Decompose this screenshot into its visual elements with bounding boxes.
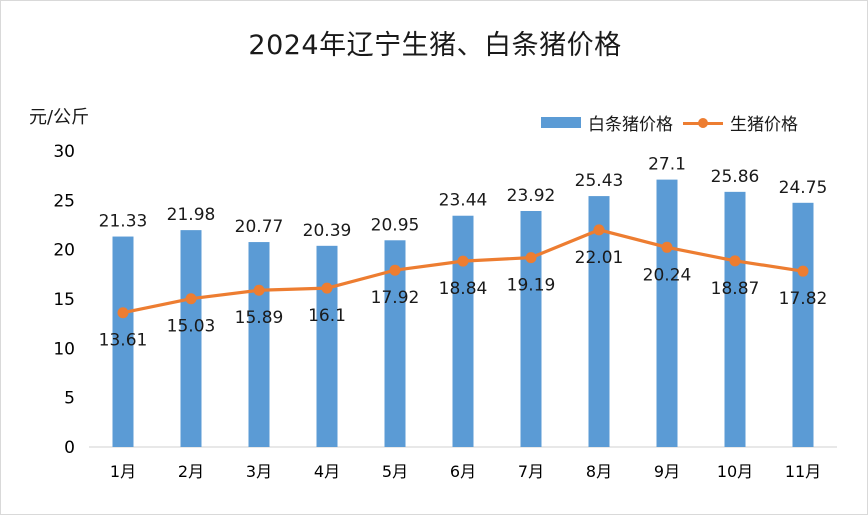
bar-value-label: 25.43 <box>575 171 624 191</box>
chart-title: 2024年辽宁生猪、白条猪价格 <box>248 30 622 61</box>
x-tick-label: 9月 <box>654 462 680 481</box>
line-point <box>389 264 401 276</box>
line-value-label: 18.84 <box>439 279 488 299</box>
line-value-label: 20.24 <box>643 265 692 285</box>
bar <box>520 210 542 447</box>
x-tick-label: 11月 <box>785 462 821 481</box>
line-point <box>797 265 809 277</box>
bar-value-label: 23.44 <box>439 191 488 211</box>
x-tick-label: 2月 <box>178 462 204 481</box>
bar <box>792 202 814 447</box>
line-value-label: 17.82 <box>779 289 828 309</box>
bar-value-label: 21.98 <box>167 205 216 225</box>
line-value-label: 13.61 <box>99 331 148 351</box>
legend-item-bar: 白条猪价格 <box>541 110 673 135</box>
line-point <box>661 241 673 253</box>
bar <box>316 245 338 447</box>
line-point <box>253 284 265 296</box>
bar-value-label: 25.86 <box>711 167 760 187</box>
y-tick-label: 15 <box>53 290 75 310</box>
y-tick-label: 20 <box>53 241 75 261</box>
bar-value-label: 23.92 <box>507 186 556 206</box>
bar <box>656 179 678 447</box>
bar-value-label: 20.95 <box>371 215 420 235</box>
line-point <box>321 282 333 294</box>
line-point <box>525 252 537 264</box>
x-tick-label: 8月 <box>586 462 612 481</box>
bar <box>452 215 474 447</box>
x-tick-label: 10月 <box>717 462 753 481</box>
y-tick-label: 5 <box>64 389 75 409</box>
bar <box>588 196 610 447</box>
x-tick-label: 3月 <box>246 462 272 481</box>
x-tick-label: 5月 <box>382 462 408 481</box>
line-point <box>457 255 469 267</box>
bar <box>248 242 270 447</box>
line-point <box>185 293 197 305</box>
legend-bar-swatch <box>541 117 581 128</box>
legend: 白条猪价格 生猪价格 <box>541 110 808 135</box>
line-value-label: 15.03 <box>167 317 216 337</box>
bar <box>180 230 202 447</box>
bar-value-label: 20.77 <box>235 217 284 237</box>
line-value-label: 15.89 <box>235 308 284 328</box>
line-point <box>593 224 605 236</box>
bar-value-label: 20.39 <box>303 221 352 241</box>
line-value-label: 17.92 <box>371 288 420 308</box>
bar <box>112 236 134 447</box>
legend-item-line: 生猪价格 <box>683 110 798 135</box>
y-axis-unit-label: 元/公斤 <box>29 107 90 128</box>
line-value-label: 18.87 <box>711 279 760 299</box>
bar <box>384 240 406 447</box>
legend-bar-label: 白条猪价格 <box>588 115 673 135</box>
x-tick-label: 7月 <box>518 462 544 481</box>
y-tick-label: 25 <box>53 191 75 211</box>
bar-value-label: 24.75 <box>779 178 828 198</box>
x-tick-label: 6月 <box>450 462 476 481</box>
bar-value-label: 21.33 <box>99 212 148 232</box>
x-tick-label: 4月 <box>314 462 340 481</box>
line-value-label: 19.19 <box>507 276 556 296</box>
y-tick-label: 30 <box>53 142 75 162</box>
x-tick-label: 1月 <box>110 462 136 481</box>
bar <box>724 191 746 447</box>
bar-value-label: 27.1 <box>648 155 686 175</box>
legend-line-swatch <box>683 115 723 131</box>
line-point <box>117 307 129 319</box>
line-value-label: 22.01 <box>575 248 624 268</box>
line-value-label: 16.1 <box>308 306 346 326</box>
y-tick-label: 0 <box>64 438 75 458</box>
y-tick-label: 10 <box>53 339 75 359</box>
line-point <box>729 255 741 267</box>
legend-line-label: 生猪价格 <box>730 115 798 135</box>
